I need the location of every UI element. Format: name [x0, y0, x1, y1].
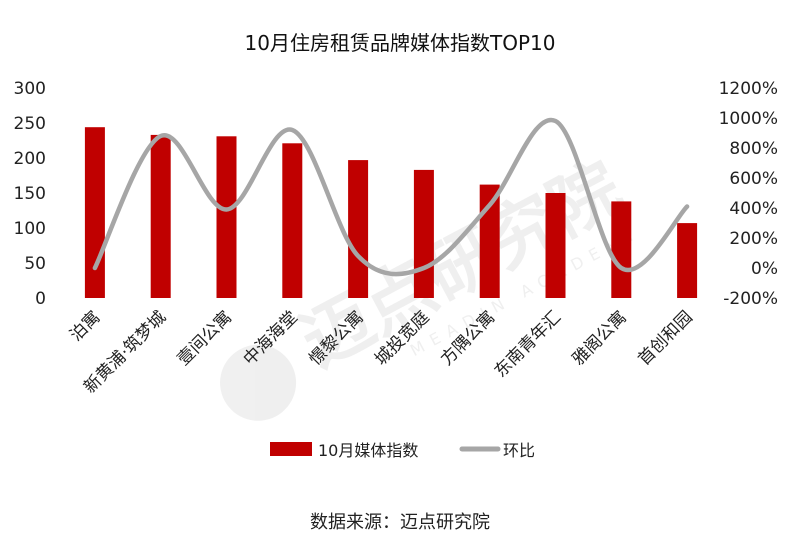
- bar: [150, 134, 171, 298]
- bar: [677, 223, 698, 298]
- source-text: 数据来源：迈点研究院: [310, 512, 490, 533]
- category-label: 泊寓: [66, 307, 104, 345]
- bar: [216, 136, 237, 298]
- category-label: 壹间公寓: [174, 307, 236, 369]
- bar: [611, 201, 632, 298]
- bar: [545, 193, 566, 298]
- watermark-logo-icon: [220, 344, 297, 421]
- left-tick-label: 250: [14, 114, 46, 134]
- category-label: 首创和园: [634, 307, 696, 369]
- bar: [348, 160, 369, 298]
- line-series-path: [92, 117, 690, 277]
- legend: 10月媒体指数 环比: [270, 441, 535, 460]
- bar: [413, 169, 434, 298]
- right-tick-label: 1000%: [719, 109, 778, 129]
- right-tick-label: 1200%: [719, 79, 778, 99]
- left-tick-label: 150: [14, 184, 46, 204]
- right-tick-label: 800%: [729, 139, 778, 159]
- bar: [84, 127, 105, 298]
- chart-title: 10月住房租赁品牌媒体指数TOP10: [245, 31, 556, 55]
- line-series: [92, 117, 690, 277]
- right-tick-label: 400%: [729, 199, 778, 219]
- legend-label-line: 环比: [503, 441, 535, 460]
- legend-swatch-bar: [270, 442, 312, 456]
- right-tick-label: -200%: [723, 289, 778, 309]
- left-tick-label: 300: [14, 79, 46, 99]
- right-tick-label: 600%: [729, 169, 778, 189]
- left-tick-label: 200: [14, 149, 46, 169]
- left-axis: 0 50 100 150 200 250 300: [14, 79, 46, 309]
- right-tick-label: 0%: [751, 259, 778, 279]
- category-label: 东南青年汇: [491, 307, 565, 381]
- left-tick-label: 0: [35, 289, 46, 309]
- left-tick-label: 100: [14, 219, 46, 239]
- right-axis: -200% 0% 200% 400% 600% 800% 1000% 1200%: [719, 79, 778, 309]
- left-tick-label: 50: [24, 254, 46, 274]
- legend-label-bar: 10月媒体指数: [318, 441, 418, 460]
- right-tick-label: 200%: [729, 229, 778, 249]
- bar: [282, 143, 303, 298]
- category-label: 雅阁公寓: [569, 307, 631, 369]
